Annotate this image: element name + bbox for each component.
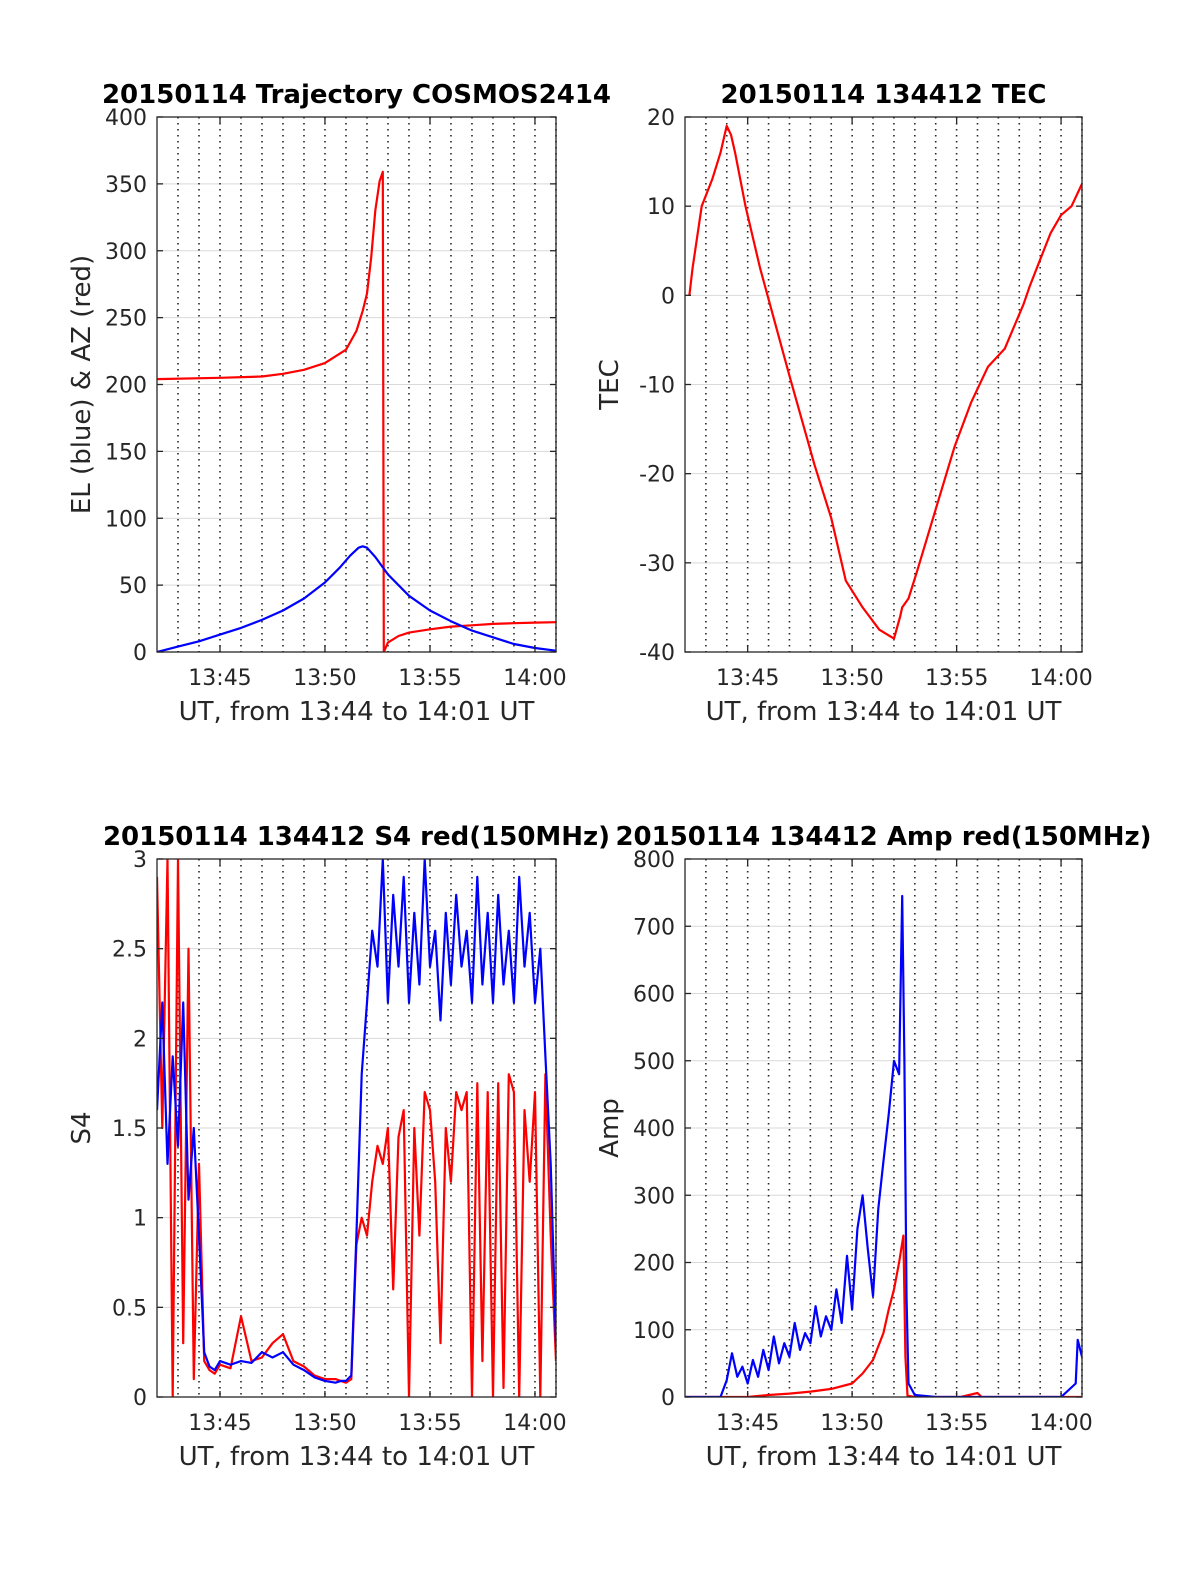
y-tick-label: 600 xyxy=(633,983,675,1008)
y-tick-label: 150 xyxy=(105,440,147,465)
y-tick-label: 1.5 xyxy=(112,1117,147,1142)
x-tick-label: 13:45 xyxy=(716,1411,779,1436)
x-tick-label: 13:50 xyxy=(820,666,883,691)
x-tick-label: 13:55 xyxy=(925,1411,988,1436)
chart-panel-3: 0 0.5 1 1.5 2 2.5 3 13:45 13:50 13:55 14:00 2015011… xyxy=(67,822,610,1472)
y-tick-label: 20 xyxy=(647,106,675,131)
y-axis-label: EL (blue) & AZ (red) xyxy=(67,255,97,514)
y-tick-label: 800 xyxy=(633,848,675,873)
series-line-1 xyxy=(685,1234,1082,1397)
x-tick-label: 13:45 xyxy=(188,666,251,691)
x-tick-label: 14:00 xyxy=(1029,666,1092,691)
series-line-1 xyxy=(157,170,556,652)
y-tick-label: 400 xyxy=(105,106,147,131)
x-tick-label: 13:55 xyxy=(925,666,988,691)
y-tick-label: 0.5 xyxy=(112,1296,147,1321)
y-tick-label: 300 xyxy=(105,240,147,265)
y-tick-label: 50 xyxy=(119,574,147,599)
y-tick-label: 0 xyxy=(133,1386,147,1411)
series-line-1 xyxy=(688,124,1082,640)
y-tick-label: 100 xyxy=(105,507,147,532)
series-line-2 xyxy=(157,545,556,652)
chart-title: 20150114 134412 Amp red(150MHz) xyxy=(615,822,1151,852)
chart-title: 20150114 134412 TEC xyxy=(721,80,1047,110)
y-tick-label: 700 xyxy=(633,915,675,940)
y-tick-label: 200 xyxy=(105,374,147,399)
chart-title: 20150114 134412 S4 red(150MHz) xyxy=(103,822,610,852)
y-tick-label: 2 xyxy=(133,1027,147,1052)
y-tick-label: 100 xyxy=(633,1319,675,1344)
x-axis-label: UT, from 13:44 to 14:01 UT xyxy=(706,1442,1062,1472)
y-axis-label: TEC xyxy=(595,359,625,410)
chart-title: 20150114 Trajectory COSMOS2414 xyxy=(102,80,611,110)
y-tick-label: 0 xyxy=(661,1386,675,1411)
x-tick-label: 13:50 xyxy=(293,666,356,691)
x-axis-label: UT, from 13:44 to 14:01 UT xyxy=(179,697,535,727)
x-tick-label: 13:45 xyxy=(716,666,779,691)
y-tick-label: 500 xyxy=(633,1050,675,1075)
x-axis-label: UT, from 13:44 to 14:01 UT xyxy=(179,1442,535,1472)
y-tick-label: 300 xyxy=(633,1184,675,1209)
series-line-2 xyxy=(685,894,1082,1397)
chart-panel-4: 0 100 200 300 400 500 600 700 800 13:45 13:50 13:55… xyxy=(595,822,1152,1472)
y-tick-label: -30 xyxy=(639,552,675,577)
y-tick-label: -10 xyxy=(639,374,675,399)
series-line-1 xyxy=(157,859,556,1397)
y-tick-label: 400 xyxy=(633,1117,675,1142)
x-tick-label: 14:00 xyxy=(503,666,566,691)
x-tick-label: 14:00 xyxy=(1029,1411,1092,1436)
x-axis-label: UT, from 13:44 to 14:01 UT xyxy=(706,697,1062,727)
x-tick-label: 13:45 xyxy=(188,1411,251,1436)
y-tick-label: 10 xyxy=(647,195,675,220)
y-tick-label: 0 xyxy=(133,641,147,666)
series-line-2 xyxy=(157,859,556,1384)
y-tick-label: 200 xyxy=(633,1252,675,1277)
chart-panel-1: 0 50 100 150 200 250 300 350 400 13:45 13:50 13:55 1… xyxy=(67,80,611,727)
y-tick-label: 350 xyxy=(105,173,147,198)
y-axis-label: Amp xyxy=(595,1098,625,1158)
x-tick-label: 13:55 xyxy=(398,666,461,691)
x-tick-label: 13:50 xyxy=(293,1411,356,1436)
chart-panel-2: -40 -30 -20 -10 0 10 20 13:45 13:50 13:55 14:00 201… xyxy=(595,80,1093,727)
y-tick-label: 1 xyxy=(133,1207,147,1232)
y-tick-label: 2.5 xyxy=(112,938,147,963)
y-tick-label: 3 xyxy=(133,848,147,873)
x-tick-label: 13:55 xyxy=(398,1411,461,1436)
y-axis-label: S4 xyxy=(67,1111,97,1144)
x-tick-label: 14:00 xyxy=(503,1411,566,1436)
y-tick-label: 0 xyxy=(661,284,675,309)
y-tick-label: -40 xyxy=(639,641,675,666)
x-tick-label: 13:50 xyxy=(820,1411,883,1436)
y-tick-label: -20 xyxy=(639,463,675,488)
y-tick-label: 250 xyxy=(105,307,147,332)
